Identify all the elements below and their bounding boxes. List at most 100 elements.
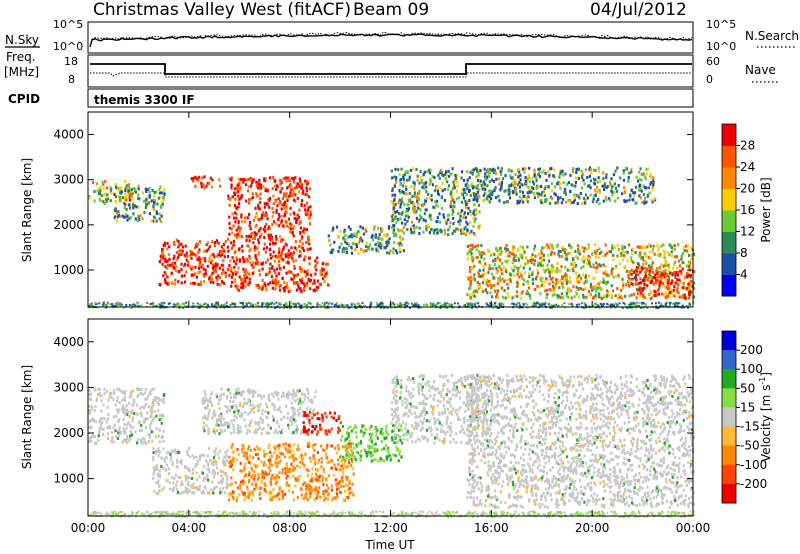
velocity-cell [175, 465, 178, 469]
power-cell [611, 246, 614, 250]
power-cell [406, 170, 409, 174]
power-cell [477, 271, 480, 275]
power-cell [180, 262, 183, 266]
power-cell [227, 255, 230, 258]
power-cell [152, 219, 155, 223]
velocity-cell [166, 479, 169, 483]
power-cell [638, 245, 641, 249]
velocity-cell [303, 397, 306, 401]
power-cell [391, 187, 394, 191]
velocity-cell [149, 427, 152, 431]
velocity-cell [138, 429, 141, 433]
power-cell [285, 282, 288, 285]
power-ground-cell [522, 303, 525, 305]
power-ground-cell [183, 303, 186, 306]
power-cell [302, 282, 305, 286]
velocity-cell [289, 416, 292, 419]
velocity-cell [114, 429, 117, 433]
power-cell [365, 229, 368, 233]
power-cell [621, 244, 624, 248]
power-cell [480, 183, 483, 187]
power-cell [168, 263, 171, 267]
power-cell [215, 276, 218, 280]
power-ground-cell [664, 304, 667, 307]
power-cell [585, 280, 589, 284]
power-cell [269, 247, 272, 251]
power-cell [203, 249, 206, 253]
velocity-cell [174, 483, 178, 487]
power-ground-cell [578, 303, 581, 306]
power-cell [484, 177, 487, 181]
power-cell [580, 169, 583, 173]
power-cell [359, 238, 362, 242]
power-cell [682, 246, 685, 250]
velocity-cell [236, 423, 240, 427]
power-cell [355, 243, 358, 246]
power-ground-cell [390, 302, 393, 305]
velocity-cell [101, 421, 104, 425]
power-cell [163, 243, 166, 247]
velocity-cell [117, 419, 120, 423]
power-ground-cell [344, 304, 347, 307]
velocity-cell [112, 425, 115, 429]
velocity-cell [212, 460, 215, 464]
power-cell [415, 216, 418, 220]
power-cell [395, 175, 398, 179]
power-cell [241, 220, 244, 224]
velocity-cell [192, 482, 195, 486]
power-cell [326, 262, 330, 266]
velocity-cell [226, 449, 229, 453]
power-cell [648, 293, 651, 296]
power-cell [232, 243, 235, 247]
power-cell [419, 170, 422, 173]
power-cell [479, 251, 482, 255]
power-cell [596, 185, 599, 189]
power-ground-cell [381, 302, 384, 305]
power-cell [567, 181, 570, 185]
velocity-cell [274, 428, 277, 432]
power-cell [294, 193, 297, 197]
power-cell [342, 236, 345, 240]
power-cell [248, 198, 251, 201]
velocity-scatter [88, 373, 695, 518]
nsky-label: N.Sky [5, 33, 39, 47]
power-cell [518, 275, 521, 279]
power-cell [545, 178, 548, 182]
power-cell [264, 250, 268, 254]
power-cell [113, 193, 116, 197]
power-cell [200, 280, 203, 284]
power-cell [359, 236, 362, 240]
power-cell [413, 202, 416, 206]
power-cell [572, 184, 575, 188]
power-cell [476, 184, 479, 188]
velocity-cell [114, 403, 117, 407]
power-cell [220, 245, 223, 249]
power-cell [563, 251, 566, 255]
power-cell [131, 203, 135, 207]
power-cell [598, 252, 601, 256]
power-cell [606, 289, 609, 293]
power-cell [652, 244, 655, 248]
power-cell [288, 194, 291, 198]
power-cell [209, 176, 212, 180]
power-cell [422, 184, 425, 188]
power-cell [568, 243, 571, 247]
power-cell [562, 285, 565, 289]
power-cell [613, 190, 616, 194]
velocity-cell [90, 392, 93, 396]
power-cell [680, 257, 683, 261]
power-cell [337, 249, 340, 253]
power-cell [230, 247, 234, 251]
power-ground-cell [225, 301, 228, 304]
power-cell [166, 241, 169, 245]
velocity-cell [214, 449, 217, 453]
power-cell [623, 245, 626, 249]
power-cell [551, 280, 554, 284]
power-cell [640, 178, 643, 182]
power-cell [670, 250, 673, 254]
power-ground-cell [177, 303, 180, 306]
power-cell [248, 277, 251, 281]
power-ground-cell [185, 301, 188, 304]
power-cell [275, 284, 278, 287]
power-cell [638, 188, 641, 192]
